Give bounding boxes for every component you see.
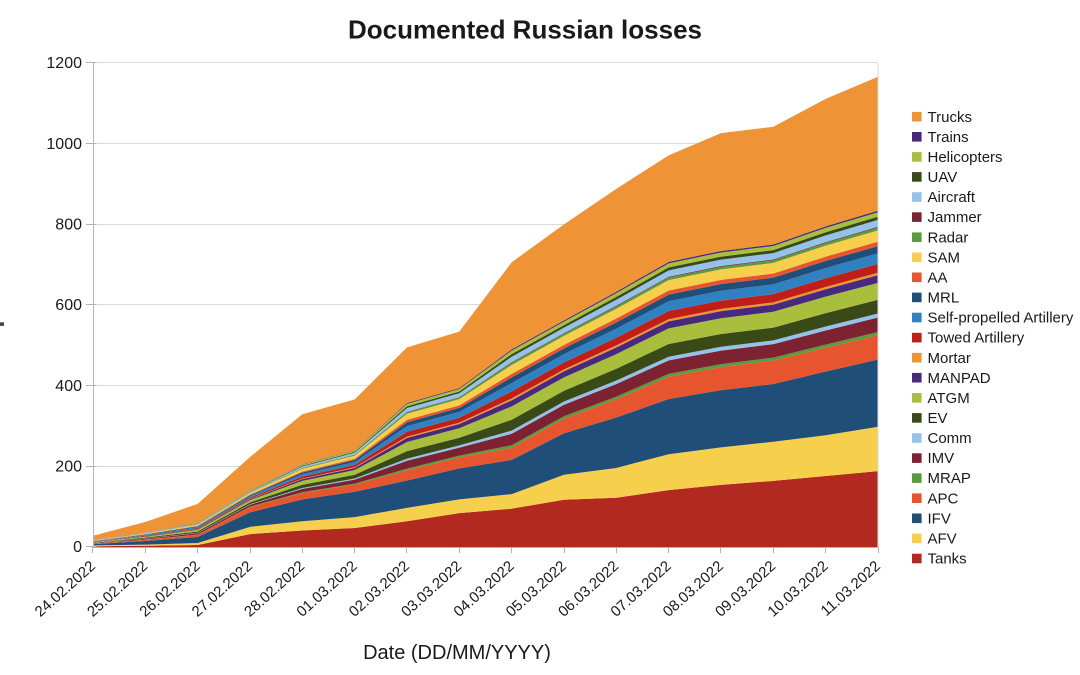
svg-text:Jammer: Jammer xyxy=(928,209,982,226)
svg-text:Trucks: Trucks xyxy=(928,109,972,126)
svg-text:1000: 1000 xyxy=(46,136,82,153)
svg-text:APC: APC xyxy=(928,490,959,507)
svg-text:MANPAD: MANPAD xyxy=(928,370,991,387)
svg-text:Towed Artillery: Towed Artillery xyxy=(928,330,1025,347)
svg-text:Self-propelled Artillery: Self-propelled Artillery xyxy=(928,310,1074,327)
svg-text:Tanks: Tanks xyxy=(928,551,967,568)
svg-text:IFV: IFV xyxy=(928,510,951,527)
svg-text:EV: EV xyxy=(928,410,948,427)
svg-text:1200: 1200 xyxy=(46,55,82,72)
svg-text:Date (DD/MM/YYYY): Date (DD/MM/YYYY) xyxy=(363,642,551,664)
svg-text:IMV: IMV xyxy=(928,450,955,467)
svg-text:MRL: MRL xyxy=(928,290,960,307)
svg-text:MRAP: MRAP xyxy=(928,470,971,487)
svg-text:Documented Russian losses: Documented Russian losses xyxy=(348,15,702,45)
svg-text:AFV: AFV xyxy=(928,531,957,548)
svg-text:400: 400 xyxy=(55,378,82,395)
svg-text:600: 600 xyxy=(55,297,82,314)
svg-text:800: 800 xyxy=(55,217,82,234)
svg-text:200: 200 xyxy=(55,459,82,476)
svg-text:ATGM: ATGM xyxy=(928,390,970,407)
svg-text:Aircraft: Aircraft xyxy=(928,189,976,206)
svg-text:UAV: UAV xyxy=(928,169,958,186)
svg-text:AA: AA xyxy=(928,269,948,286)
svg-text:Trains: Trains xyxy=(928,129,969,146)
svg-text:Mortar: Mortar xyxy=(928,350,971,367)
svg-text:Helicopters: Helicopters xyxy=(928,149,1003,166)
svg-text:SAM: SAM xyxy=(928,249,961,266)
svg-text:Comm: Comm xyxy=(928,430,972,447)
svg-text:Radar: Radar xyxy=(928,229,969,246)
svg-text:0: 0 xyxy=(73,539,82,556)
